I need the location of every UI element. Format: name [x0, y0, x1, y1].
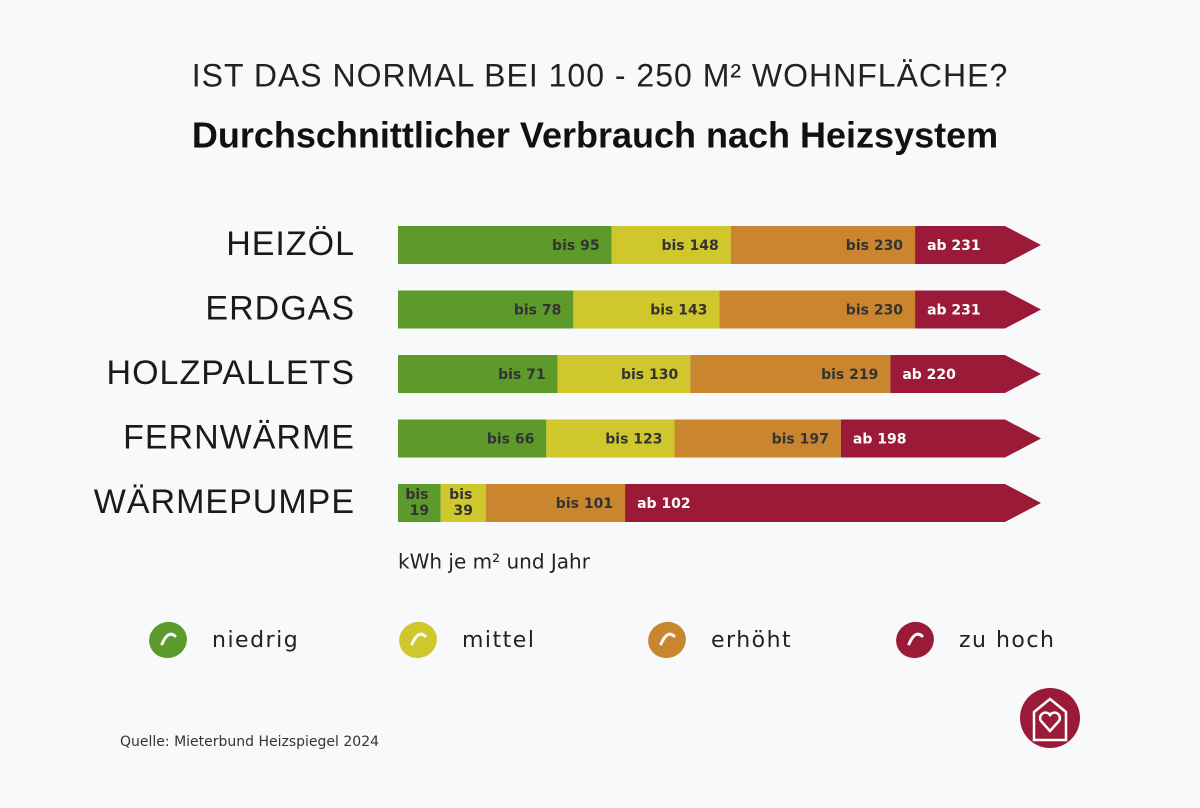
- bar-segment: [546, 419, 675, 458]
- legend-label: zu hoch: [959, 628, 1055, 653]
- segment-label: ab 220: [902, 367, 956, 383]
- segment-label: bis 39: [449, 487, 477, 519]
- bar-segment: [398, 355, 558, 393]
- category-label: HEIZÖL: [226, 225, 355, 263]
- legend-swatch-stroke: [410, 632, 427, 646]
- legend-swatch-stroke: [160, 632, 177, 646]
- segment-label: bis 148: [661, 238, 718, 254]
- segment-label: ab 102: [637, 496, 691, 512]
- x-axis-label: kWh je m² und Jahr: [398, 550, 591, 574]
- segment-label: ab 198: [853, 432, 907, 448]
- chart-title: Durchschnittlicher Verbrauch nach Heizsy…: [192, 115, 998, 156]
- bar-segment: [730, 226, 916, 264]
- segment-label: bis 143: [650, 303, 707, 319]
- legend-swatch: [896, 621, 934, 659]
- bar-segment: [557, 355, 691, 393]
- bar-segment: [625, 484, 1041, 522]
- segment-label: bis 197: [772, 432, 829, 448]
- legend-swatch: [399, 621, 437, 659]
- legend-label: niedrig: [212, 628, 299, 653]
- legend-swatch: [648, 621, 686, 659]
- segment-label: bis 123: [605, 432, 662, 448]
- category-label: HOLZPALLETS: [107, 354, 355, 392]
- bar-segment: [690, 355, 891, 393]
- legend-item: zu hoch: [896, 621, 1055, 659]
- segment-label: bis 230: [846, 303, 904, 319]
- logo: [1020, 688, 1080, 748]
- bar-segment: [398, 419, 547, 458]
- bar-segment: [398, 290, 574, 329]
- bar-segment: [674, 419, 841, 458]
- segment-label: bis 78: [514, 303, 562, 319]
- segment-label: bis 101: [556, 496, 613, 512]
- segment-label: bis 130: [621, 367, 679, 383]
- bar-segment: [440, 484, 486, 522]
- chart-subtitle: IST DAS NORMAL BEI 100 - 250 M² WOHNFLÄC…: [192, 57, 1009, 93]
- segment-label: bis 219: [821, 367, 878, 383]
- legend-swatch-stroke: [659, 632, 676, 646]
- bar-segment: [398, 484, 441, 522]
- category-label: WÄRMEPUMPE: [94, 483, 355, 521]
- legend-swatch: [149, 621, 187, 659]
- segment-label: bis 230: [846, 238, 904, 254]
- bar-segment: [573, 290, 720, 329]
- segment-label: bis 66: [487, 432, 535, 448]
- segment-label: bis 71: [498, 367, 546, 383]
- bar-segment: [611, 226, 731, 264]
- segment-label: ab 231: [927, 238, 981, 254]
- segment-label: bis 95: [552, 238, 600, 254]
- legend-label: mittel: [462, 628, 535, 653]
- legend-item: niedrig: [149, 621, 299, 659]
- bar-segment: [719, 290, 916, 329]
- bar-segment: [485, 484, 626, 522]
- category-label: ERDGAS: [205, 289, 355, 327]
- bar-segment: [840, 419, 1041, 458]
- source: Quelle: Mieterbund Heizspiegel 2024: [120, 734, 379, 750]
- legend-swatch-stroke: [907, 632, 924, 646]
- bar-segment: [890, 355, 1041, 393]
- legend-label: erhöht: [711, 628, 792, 653]
- bar-segment: [915, 290, 1041, 329]
- segment-label: ab 231: [927, 303, 981, 319]
- legend-item: erhöht: [648, 621, 792, 659]
- legend-item: mittel: [399, 621, 535, 659]
- bar-segment: [398, 226, 612, 264]
- bar-segment: [915, 226, 1041, 264]
- segment-label: bis 19: [405, 487, 433, 519]
- category-label: FERNWÄRME: [123, 418, 355, 456]
